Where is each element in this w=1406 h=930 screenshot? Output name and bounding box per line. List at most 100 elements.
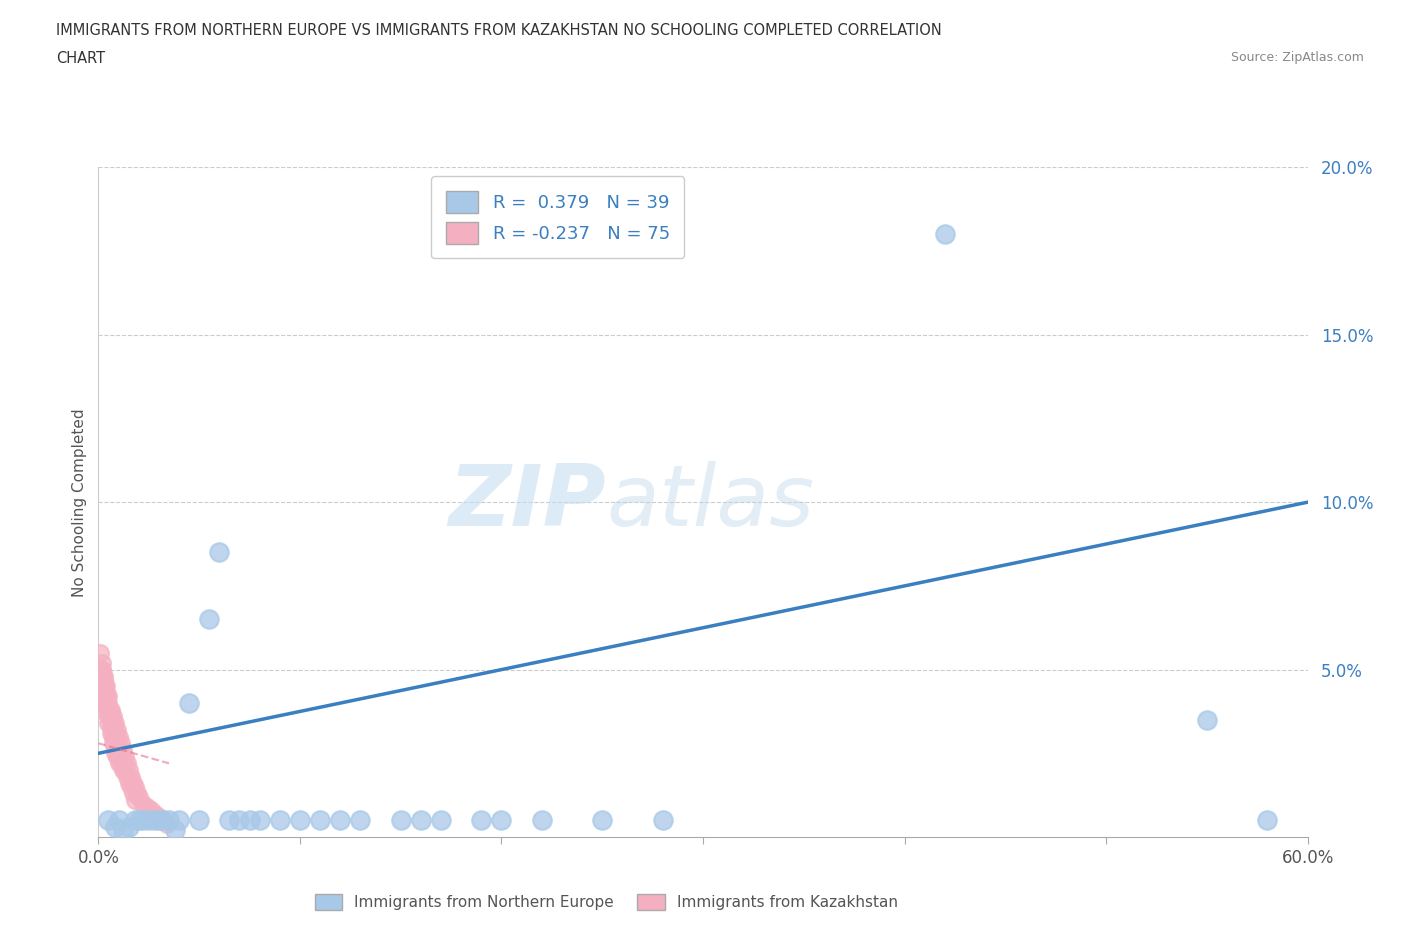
Point bbox=[97, 696, 120, 711]
Point bbox=[97, 709, 120, 724]
Text: ZIP: ZIP bbox=[449, 460, 606, 544]
Point bbox=[114, 750, 136, 764]
Point bbox=[118, 776, 141, 790]
Point bbox=[124, 779, 146, 794]
Point bbox=[105, 723, 128, 737]
Point bbox=[128, 790, 150, 804]
Point bbox=[139, 803, 162, 817]
Point bbox=[934, 227, 956, 242]
Point bbox=[103, 733, 125, 748]
Point bbox=[101, 723, 124, 737]
Point bbox=[349, 813, 371, 828]
Point bbox=[103, 716, 125, 731]
Point bbox=[591, 813, 613, 828]
Point bbox=[218, 813, 240, 828]
Point bbox=[111, 823, 134, 838]
Point bbox=[309, 813, 332, 828]
Point bbox=[96, 679, 118, 694]
Point bbox=[93, 683, 115, 698]
Point bbox=[177, 696, 201, 711]
Point bbox=[96, 696, 118, 711]
Point bbox=[100, 712, 122, 727]
Point bbox=[107, 750, 129, 764]
Point bbox=[148, 809, 170, 824]
Point bbox=[97, 716, 120, 731]
Point bbox=[97, 813, 120, 828]
Point bbox=[101, 736, 124, 751]
Point bbox=[143, 806, 166, 821]
Text: IMMIGRANTS FROM NORTHERN EUROPE VS IMMIGRANTS FROM KAZAKHSTAN NO SCHOOLING COMPL: IMMIGRANTS FROM NORTHERN EUROPE VS IMMIG… bbox=[56, 23, 942, 38]
Point bbox=[100, 712, 122, 727]
Point bbox=[329, 813, 352, 828]
Point bbox=[100, 706, 122, 721]
Point bbox=[103, 746, 125, 761]
Point bbox=[91, 669, 114, 684]
Point bbox=[1256, 813, 1278, 828]
Point bbox=[124, 813, 146, 828]
Point bbox=[228, 813, 250, 828]
Point bbox=[118, 819, 141, 834]
Text: Source: ZipAtlas.com: Source: ZipAtlas.com bbox=[1230, 51, 1364, 64]
Point bbox=[103, 819, 125, 834]
Point bbox=[651, 813, 673, 828]
Point bbox=[100, 719, 122, 734]
Point bbox=[135, 800, 157, 815]
Point bbox=[124, 792, 146, 807]
Point bbox=[107, 729, 129, 744]
Point bbox=[156, 817, 179, 831]
Point bbox=[91, 662, 114, 677]
Point bbox=[91, 656, 114, 671]
Point bbox=[409, 813, 432, 828]
Point bbox=[111, 742, 134, 757]
Point bbox=[120, 769, 142, 784]
Point bbox=[110, 736, 132, 751]
Point bbox=[470, 813, 492, 828]
Point bbox=[198, 612, 221, 627]
Point bbox=[91, 662, 114, 677]
Point bbox=[89, 645, 111, 660]
Point bbox=[120, 779, 142, 794]
Legend: Immigrants from Northern Europe, Immigrants from Kazakhstan: Immigrants from Northern Europe, Immigra… bbox=[308, 888, 904, 916]
Point bbox=[103, 725, 125, 740]
Point bbox=[105, 736, 128, 751]
Point bbox=[132, 796, 155, 811]
Point bbox=[100, 702, 122, 717]
Point bbox=[97, 689, 120, 704]
Point bbox=[1195, 712, 1218, 727]
Point bbox=[97, 709, 120, 724]
Point bbox=[107, 756, 129, 771]
Point bbox=[118, 763, 141, 777]
Point bbox=[96, 685, 118, 700]
Point bbox=[107, 813, 129, 828]
Text: CHART: CHART bbox=[56, 51, 105, 66]
Point bbox=[105, 742, 128, 757]
Point bbox=[132, 813, 155, 828]
Point bbox=[100, 725, 122, 740]
Point bbox=[97, 702, 120, 717]
Point bbox=[105, 750, 128, 764]
Point bbox=[103, 739, 125, 754]
Point bbox=[115, 769, 138, 784]
Point bbox=[148, 813, 170, 828]
Point bbox=[114, 763, 136, 777]
Point bbox=[97, 702, 120, 717]
Point bbox=[96, 689, 118, 704]
Point bbox=[249, 813, 271, 828]
Point bbox=[167, 813, 190, 828]
Point bbox=[115, 756, 138, 771]
Point bbox=[110, 750, 132, 764]
Point bbox=[93, 675, 115, 690]
Point bbox=[152, 813, 174, 828]
Text: atlas: atlas bbox=[606, 460, 814, 544]
Point bbox=[111, 756, 134, 771]
Point bbox=[163, 823, 186, 838]
Point bbox=[96, 699, 118, 714]
Point bbox=[188, 813, 211, 828]
Point bbox=[152, 813, 174, 828]
Point bbox=[530, 813, 553, 828]
Point bbox=[111, 763, 134, 777]
Point bbox=[125, 786, 148, 801]
Point bbox=[93, 683, 115, 698]
Point bbox=[138, 813, 160, 828]
Point bbox=[430, 813, 453, 828]
